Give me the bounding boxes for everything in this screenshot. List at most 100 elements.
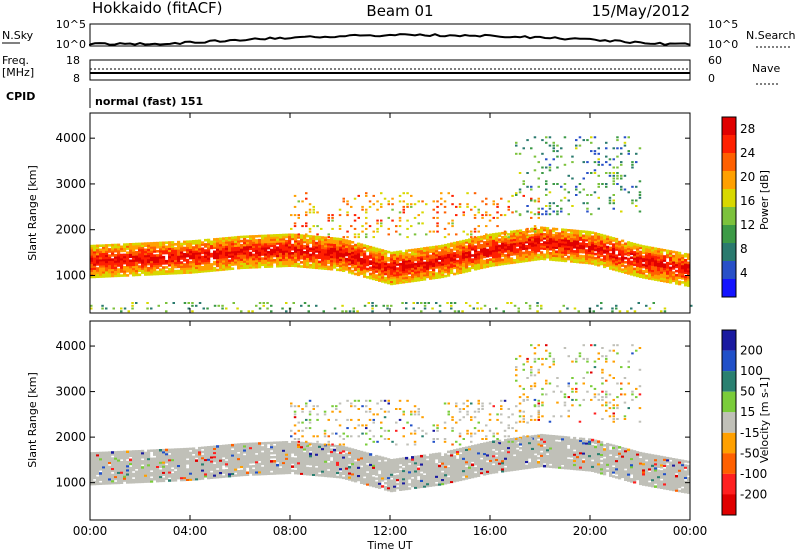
- scatter-cell: [424, 308, 427, 310]
- scatter-cell: [291, 252, 294, 255]
- scatter-cell: [306, 467, 309, 470]
- scatter-cell: [536, 310, 539, 312]
- scatter-cell: [628, 150, 631, 152]
- scatter-cell: [186, 468, 189, 471]
- scatter-cell: [620, 186, 623, 188]
- scatter-cell: [483, 260, 486, 263]
- scatter-cell: [523, 195, 526, 197]
- scatter-cell: [373, 236, 376, 238]
- scatter-cell: [99, 244, 102, 247]
- scatter-cell: [631, 161, 634, 163]
- scatter-cell: [189, 261, 192, 264]
- scatter-cell: [358, 217, 361, 219]
- scatter-cell: [313, 206, 316, 208]
- scatter-cell: [541, 208, 544, 210]
- scatter-cell: [270, 456, 273, 459]
- scatter-cell: [413, 302, 416, 304]
- scatter-cell: [222, 237, 225, 240]
- scatter-cell: [549, 136, 552, 138]
- scatter-cell: [468, 267, 471, 270]
- scatter-cell: [530, 198, 533, 200]
- scatter-cell: [613, 194, 616, 196]
- scatter-cell: [252, 235, 255, 238]
- scatter-cell: [624, 243, 627, 246]
- scatter-cell: [371, 302, 374, 304]
- scatter-cell: [534, 228, 537, 230]
- scatter-cell: [246, 235, 249, 238]
- scatter-cell: [159, 449, 162, 452]
- scatter-cell: [384, 198, 387, 200]
- scatter-cell: [567, 229, 570, 232]
- scatter-cell: [549, 202, 552, 204]
- scatter-cell: [195, 449, 198, 452]
- scatter-cell: [366, 465, 369, 468]
- scatter-cell: [555, 251, 558, 254]
- freq-tick-top: 18: [66, 54, 80, 67]
- scatter-cell: [276, 441, 279, 444]
- scatter-cell: [591, 236, 594, 239]
- scatter-cell: [568, 175, 571, 177]
- scatter-cell: [684, 259, 687, 262]
- scatter-cell: [402, 252, 405, 255]
- scatter-cell: [480, 244, 483, 247]
- scatter-cell: [348, 448, 351, 451]
- scatter-cell: [598, 175, 601, 177]
- scatter-cell: [628, 136, 631, 138]
- scatter-cell: [530, 189, 533, 191]
- scatter-cell: [463, 211, 466, 213]
- scatter-cell: [645, 305, 648, 307]
- scatter-cell: [474, 228, 477, 230]
- scatter-cell: [549, 252, 552, 255]
- scatter-cell: [111, 457, 114, 460]
- scatter-cell: [468, 238, 471, 241]
- scatter-cell: [366, 245, 369, 248]
- scatter-cell: [117, 451, 120, 454]
- scatter-cell: [600, 259, 603, 262]
- scatter-cell: [504, 214, 507, 216]
- scatter-cell: [624, 175, 627, 177]
- scatter-cell: [371, 308, 374, 310]
- scatter-cell: [465, 302, 468, 304]
- scatter-cell: [615, 305, 618, 307]
- scatter-cell: [463, 231, 466, 233]
- scatter-cell: [174, 448, 177, 451]
- scatter-cell: [560, 156, 563, 158]
- scatter-cell: [304, 302, 307, 304]
- scatter-cell: [399, 200, 402, 202]
- nsky-tick-top: 10^5: [56, 18, 86, 31]
- scatter-cell: [605, 142, 608, 144]
- scatter-cell: [270, 452, 273, 455]
- scatter-cell: [523, 180, 526, 182]
- scatter-cell: [192, 240, 195, 243]
- scatter-cell: [418, 200, 421, 202]
- scatter-cell: [354, 244, 357, 247]
- scatter-cell: [96, 452, 99, 455]
- scatter-cell: [477, 251, 480, 254]
- scatter-cell: [339, 214, 342, 216]
- scatter-cell: [631, 186, 634, 188]
- scatter-cell: [630, 257, 633, 260]
- scatter-cell: [259, 308, 262, 310]
- scatter-cell: [387, 251, 390, 254]
- scatter-cell: [543, 227, 546, 230]
- scatter-cell: [345, 310, 348, 312]
- scatter-cell: [530, 200, 533, 202]
- scatter-cell: [153, 242, 156, 245]
- scatter-cell: [613, 183, 616, 185]
- scatter-cell: [654, 247, 657, 250]
- scatter-cell: [189, 448, 192, 451]
- scatter-cell: [410, 225, 413, 227]
- scatter-cell: [501, 259, 504, 262]
- scatter-cell: [393, 251, 396, 254]
- scatter-cell: [165, 465, 168, 468]
- scatter-cell: [206, 308, 209, 310]
- scatter-cell: [390, 305, 393, 307]
- scatter-cell: [331, 220, 334, 222]
- scatter-cell: [156, 250, 159, 253]
- scatter-cell: [204, 239, 207, 242]
- scatter-cell: [201, 455, 204, 458]
- scatter-cell: [363, 452, 366, 455]
- scatter-cell: [611, 310, 614, 312]
- scatter-cell: [198, 240, 201, 243]
- scatter-cell: [579, 255, 582, 258]
